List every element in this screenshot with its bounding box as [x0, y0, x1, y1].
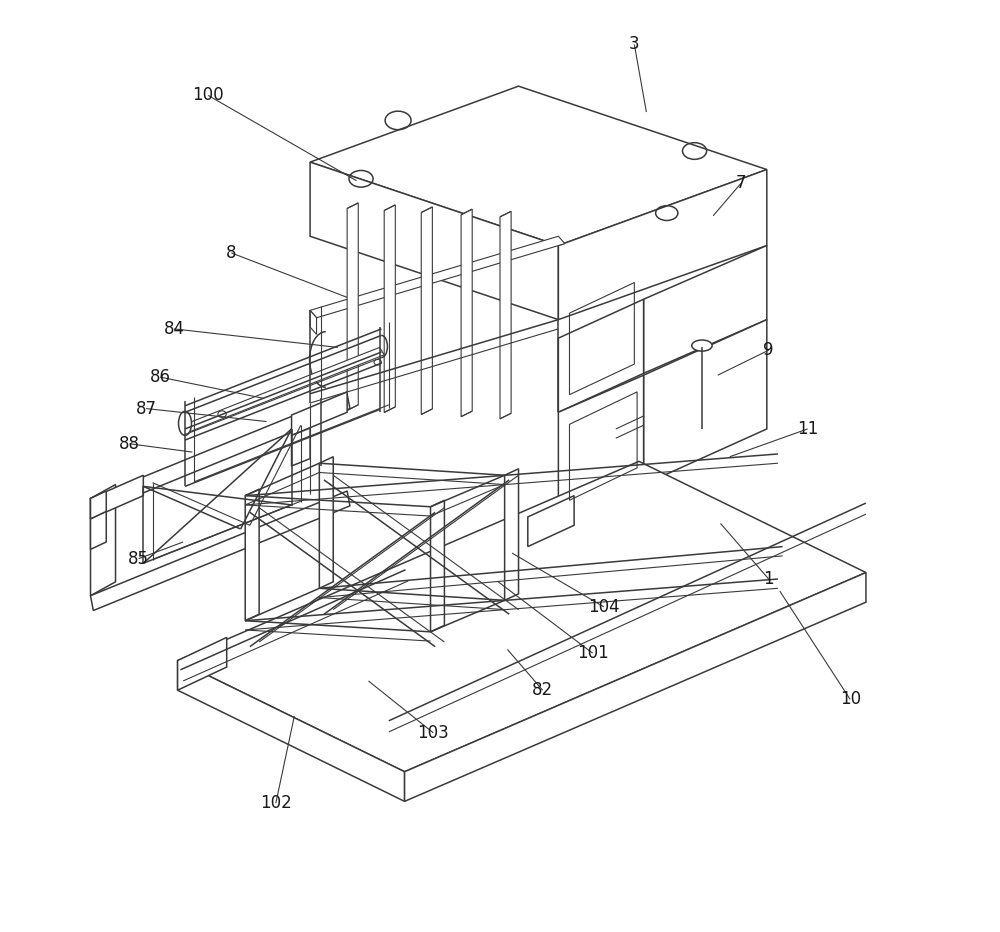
Polygon shape	[178, 637, 227, 691]
Text: 100: 100	[192, 87, 224, 104]
Text: 1: 1	[763, 570, 774, 588]
Ellipse shape	[179, 411, 191, 435]
Polygon shape	[310, 236, 565, 318]
Polygon shape	[185, 348, 384, 432]
Polygon shape	[644, 245, 767, 374]
Polygon shape	[91, 475, 143, 519]
Text: 101: 101	[577, 644, 609, 662]
Polygon shape	[384, 205, 395, 413]
Text: 88: 88	[119, 434, 140, 453]
Polygon shape	[310, 310, 317, 335]
Polygon shape	[91, 485, 116, 596]
Polygon shape	[91, 491, 106, 519]
Polygon shape	[644, 320, 767, 485]
Polygon shape	[319, 457, 333, 588]
Text: 7: 7	[736, 174, 746, 192]
Polygon shape	[500, 212, 511, 418]
Ellipse shape	[374, 360, 381, 365]
Text: 9: 9	[763, 341, 774, 359]
Polygon shape	[421, 207, 432, 415]
Ellipse shape	[692, 340, 712, 351]
Polygon shape	[528, 496, 574, 546]
Polygon shape	[431, 500, 444, 632]
Text: 102: 102	[260, 794, 292, 812]
Polygon shape	[245, 489, 259, 621]
Polygon shape	[178, 461, 866, 772]
Polygon shape	[292, 391, 347, 435]
Polygon shape	[558, 299, 644, 412]
Ellipse shape	[218, 411, 226, 418]
Polygon shape	[292, 428, 310, 466]
Polygon shape	[505, 469, 519, 600]
Polygon shape	[91, 512, 106, 549]
Text: 3: 3	[629, 35, 640, 53]
Polygon shape	[178, 661, 405, 802]
Text: 84: 84	[163, 320, 184, 338]
Text: 8: 8	[226, 244, 237, 262]
Polygon shape	[91, 393, 350, 514]
Polygon shape	[461, 209, 472, 417]
Polygon shape	[558, 170, 767, 320]
Text: 87: 87	[136, 400, 157, 418]
Text: 82: 82	[532, 681, 553, 699]
Text: 11: 11	[797, 420, 818, 438]
Polygon shape	[310, 86, 767, 245]
Text: 85: 85	[128, 550, 149, 568]
Polygon shape	[310, 162, 558, 320]
Text: 104: 104	[588, 597, 620, 616]
Polygon shape	[347, 203, 358, 410]
Polygon shape	[91, 491, 350, 610]
Text: 10: 10	[840, 691, 861, 708]
Text: 86: 86	[149, 368, 170, 386]
Polygon shape	[558, 376, 644, 522]
Text: 103: 103	[417, 724, 449, 742]
Polygon shape	[405, 572, 866, 802]
